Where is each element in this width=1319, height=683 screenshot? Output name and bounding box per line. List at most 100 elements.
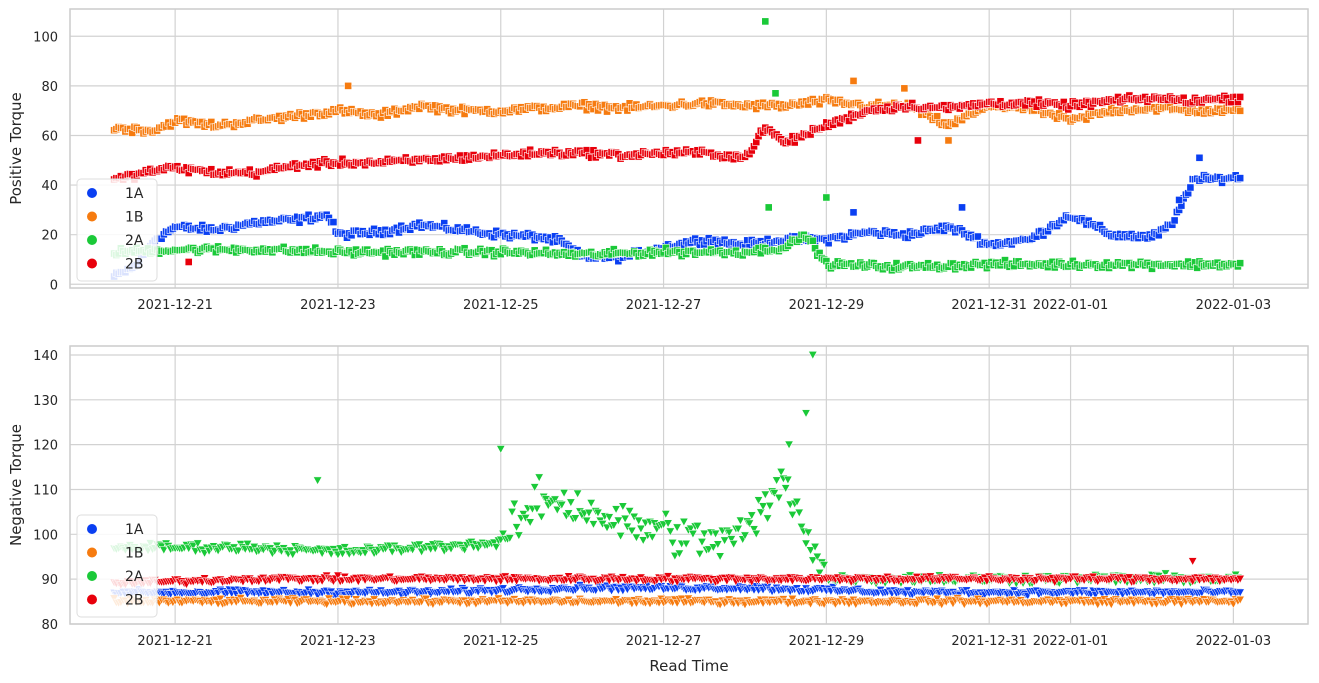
point-2a bbox=[760, 490, 770, 500]
point-2a bbox=[801, 539, 811, 549]
point-2a bbox=[573, 489, 583, 499]
point-2a bbox=[511, 523, 522, 532]
point-2a bbox=[622, 522, 633, 532]
point-2b bbox=[1124, 573, 1134, 582]
point-2a bbox=[1236, 259, 1245, 268]
x-axis-label: Read Time bbox=[649, 657, 728, 675]
point-2a bbox=[796, 523, 807, 532]
point-2a bbox=[695, 550, 705, 559]
point-2a bbox=[724, 528, 734, 538]
x-tick-label: 2021-12-31 bbox=[951, 634, 1027, 649]
point-2a bbox=[557, 500, 567, 510]
point-2a bbox=[509, 499, 519, 509]
point-2a bbox=[491, 543, 501, 552]
point-2a bbox=[550, 495, 560, 505]
legend-label-2b: 2B bbox=[125, 593, 144, 609]
point-2a bbox=[611, 505, 621, 514]
legend-label-1a: 1A bbox=[125, 522, 144, 538]
point-2a bbox=[552, 506, 562, 515]
y-tick-label: 60 bbox=[41, 129, 58, 144]
point-2a bbox=[337, 549, 348, 559]
point-2a bbox=[697, 538, 707, 547]
point-2a bbox=[762, 514, 773, 523]
point-2a bbox=[636, 524, 646, 534]
point-2a bbox=[667, 539, 678, 548]
point-2a bbox=[787, 511, 798, 520]
legend-marker-1b bbox=[87, 211, 97, 222]
x-tick-label: 2021-12-23 bbox=[300, 298, 376, 313]
legend-marker-1b bbox=[87, 547, 97, 558]
point-2a bbox=[749, 525, 759, 534]
point-2a bbox=[814, 569, 825, 578]
x-tick-label: 2021-12-29 bbox=[789, 298, 865, 313]
point-2a bbox=[618, 502, 628, 511]
point-2a bbox=[692, 522, 703, 531]
point-2a bbox=[670, 552, 680, 561]
point-1a bbox=[1235, 588, 1245, 598]
legend-label-2a: 2A bbox=[125, 233, 144, 249]
point-2a bbox=[805, 546, 816, 555]
point-2a bbox=[744, 519, 755, 529]
point-1a bbox=[849, 208, 858, 217]
x-tick-label: 2022-01-03 bbox=[1196, 634, 1272, 649]
point-1a bbox=[1175, 196, 1184, 204]
point-2a bbox=[774, 493, 784, 503]
point-2a bbox=[808, 556, 818, 565]
point-2a bbox=[751, 529, 761, 539]
point-2b bbox=[1236, 93, 1245, 101]
point-2a bbox=[810, 543, 820, 552]
point-2a bbox=[188, 541, 198, 551]
point-2a bbox=[530, 483, 540, 492]
point-2a bbox=[620, 514, 630, 524]
y-tick-label: 120 bbox=[33, 439, 58, 454]
point-2a bbox=[719, 536, 730, 546]
point-2a bbox=[489, 538, 499, 548]
negative-torque-panel: 80 90 100 110 120 130 140 2021-12-21 2021-12-23 2… bbox=[7, 345, 1309, 675]
point-1b bbox=[322, 600, 332, 610]
legend-box bbox=[76, 514, 158, 618]
point-2a bbox=[803, 528, 813, 538]
y-tick-label: 140 bbox=[33, 349, 58, 364]
point-2a bbox=[679, 517, 689, 527]
point-1b bbox=[1235, 595, 1245, 605]
legend-box bbox=[76, 178, 158, 282]
point-2b bbox=[1235, 575, 1245, 584]
point-2a bbox=[661, 510, 671, 519]
point-2a bbox=[753, 496, 764, 505]
point-1a bbox=[1195, 153, 1204, 162]
point-2a bbox=[808, 236, 817, 245]
y-tick-label: 80 bbox=[41, 618, 58, 633]
point-2a bbox=[387, 548, 397, 557]
legend-marker-1a bbox=[87, 524, 97, 534]
point-2b bbox=[914, 136, 922, 145]
point-1a bbox=[958, 203, 966, 212]
x-tick-label: 2021-12-29 bbox=[789, 634, 865, 649]
point-2a bbox=[735, 516, 746, 526]
point-2a bbox=[740, 531, 750, 541]
point-2a bbox=[769, 489, 779, 498]
x-tick-label: 2021-12-25 bbox=[463, 634, 539, 649]
point-2a bbox=[534, 473, 544, 483]
point-1b bbox=[1236, 106, 1245, 115]
point-2a bbox=[159, 546, 169, 555]
point-2a bbox=[627, 526, 637, 536]
point-2a bbox=[761, 17, 770, 26]
point-1a bbox=[1170, 216, 1179, 225]
y-tick-label: 130 bbox=[33, 394, 58, 409]
point-2a bbox=[233, 546, 244, 556]
point-2b bbox=[333, 571, 343, 581]
point-2a bbox=[792, 497, 802, 507]
point-1b bbox=[900, 84, 909, 93]
point-2a bbox=[699, 529, 709, 539]
point-2a bbox=[715, 552, 725, 561]
point-2a bbox=[781, 484, 791, 493]
point-2a bbox=[498, 529, 508, 539]
point-2a bbox=[812, 552, 822, 562]
point-1b bbox=[215, 595, 225, 604]
point-2a bbox=[708, 543, 718, 552]
point-2a bbox=[801, 409, 811, 418]
x-tick-label: 2021-12-21 bbox=[137, 634, 213, 649]
point-2a bbox=[776, 468, 786, 477]
point-2b bbox=[184, 258, 193, 266]
